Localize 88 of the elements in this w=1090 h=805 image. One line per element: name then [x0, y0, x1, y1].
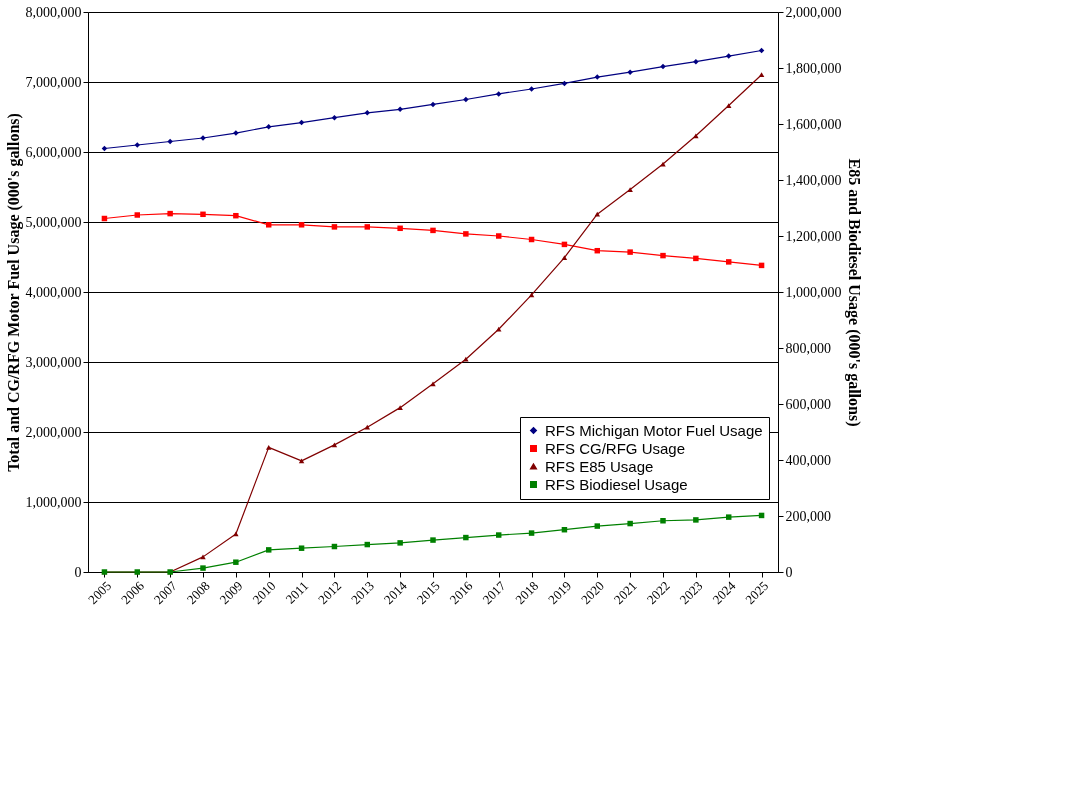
point	[200, 554, 206, 560]
point	[725, 103, 732, 108]
legend-label: RFS Biodiesel Usage	[545, 475, 688, 493]
point	[134, 212, 141, 218]
y2-tick-label: 800,000	[785, 340, 831, 356]
y2-tick-label: 200,000	[785, 508, 831, 524]
point	[495, 326, 502, 332]
point	[233, 559, 239, 565]
point	[200, 211, 206, 218]
y2-tick-label: 400,000	[785, 452, 831, 468]
point	[331, 224, 338, 230]
point	[364, 110, 371, 116]
point	[627, 187, 633, 192]
point	[430, 537, 436, 543]
point	[627, 520, 633, 527]
point	[693, 58, 699, 65]
point	[463, 356, 469, 362]
y-tick-label: 6,000,000	[25, 144, 82, 160]
point	[594, 523, 601, 529]
y2-tick-label: 1,600,000	[785, 116, 842, 132]
point	[693, 133, 699, 139]
point	[298, 222, 305, 228]
point	[660, 252, 666, 259]
point	[265, 445, 272, 450]
point	[693, 517, 699, 523]
point	[430, 227, 436, 234]
y-tick-label: 7,000,000	[25, 74, 82, 90]
y2-tick-label: 600,000	[785, 396, 831, 412]
point	[397, 405, 403, 411]
point	[495, 532, 502, 538]
point	[200, 565, 206, 571]
point	[167, 210, 173, 217]
point	[660, 63, 666, 70]
point	[758, 72, 765, 78]
point	[364, 224, 371, 230]
point	[594, 74, 601, 80]
point	[265, 124, 272, 130]
y-tick-label: 5,000,000	[25, 214, 82, 230]
point	[397, 540, 403, 546]
point	[463, 534, 469, 541]
point	[528, 86, 535, 92]
point	[594, 211, 601, 217]
point	[561, 255, 568, 260]
point	[397, 225, 403, 232]
y-tick-label: 3,000,000	[25, 354, 82, 370]
y2-axis-title: E85 and Biodiesel Usage (000's gallons)	[844, 158, 863, 427]
point	[725, 259, 732, 265]
point	[298, 545, 305, 551]
y2-tick-label: 1,400,000	[785, 172, 842, 188]
point	[364, 424, 371, 430]
y-tick-label: 1,000,000	[25, 494, 82, 510]
point	[528, 292, 535, 298]
point	[167, 138, 173, 145]
point	[495, 91, 502, 97]
point	[397, 106, 403, 113]
y-axis-title: Total and CG/RFG Motor Fuel Usage (000's gallons)	[4, 113, 23, 472]
point	[627, 69, 633, 75]
legend-label: RFS CG/RFG Usage	[545, 439, 686, 457]
point	[331, 442, 338, 448]
point	[265, 222, 272, 228]
y-tick-label: 8,000,000	[25, 4, 82, 20]
y2-tick-label: 0	[785, 564, 793, 580]
y-tick-label: 4,000,000	[25, 284, 82, 300]
point	[463, 231, 469, 237]
point	[265, 547, 272, 553]
y-tick-label: 0	[74, 564, 82, 580]
y2-tick-label: 1,000,000	[785, 284, 842, 300]
y2-tick-label: 1,200,000	[785, 228, 842, 244]
x-tick-label: 2011	[282, 578, 312, 607]
point	[725, 514, 732, 520]
point	[693, 255, 699, 262]
point	[430, 381, 436, 387]
point	[463, 96, 469, 103]
point	[528, 530, 535, 536]
point	[725, 53, 732, 59]
point	[495, 233, 502, 239]
legend-label: RFS E85 Usage	[545, 457, 654, 475]
point	[660, 518, 666, 524]
point	[233, 212, 239, 219]
point	[298, 458, 305, 464]
legend-label: RFS Michigan Motor Fuel Usage	[545, 421, 763, 439]
y2-tick-label: 2,000,000	[785, 4, 842, 20]
point	[627, 249, 633, 255]
y2-tick-label: 1,800,000	[785, 60, 842, 76]
point	[331, 114, 338, 121]
point	[430, 101, 436, 108]
y-tick-label: 2,000,000	[25, 424, 82, 440]
point	[134, 142, 141, 148]
